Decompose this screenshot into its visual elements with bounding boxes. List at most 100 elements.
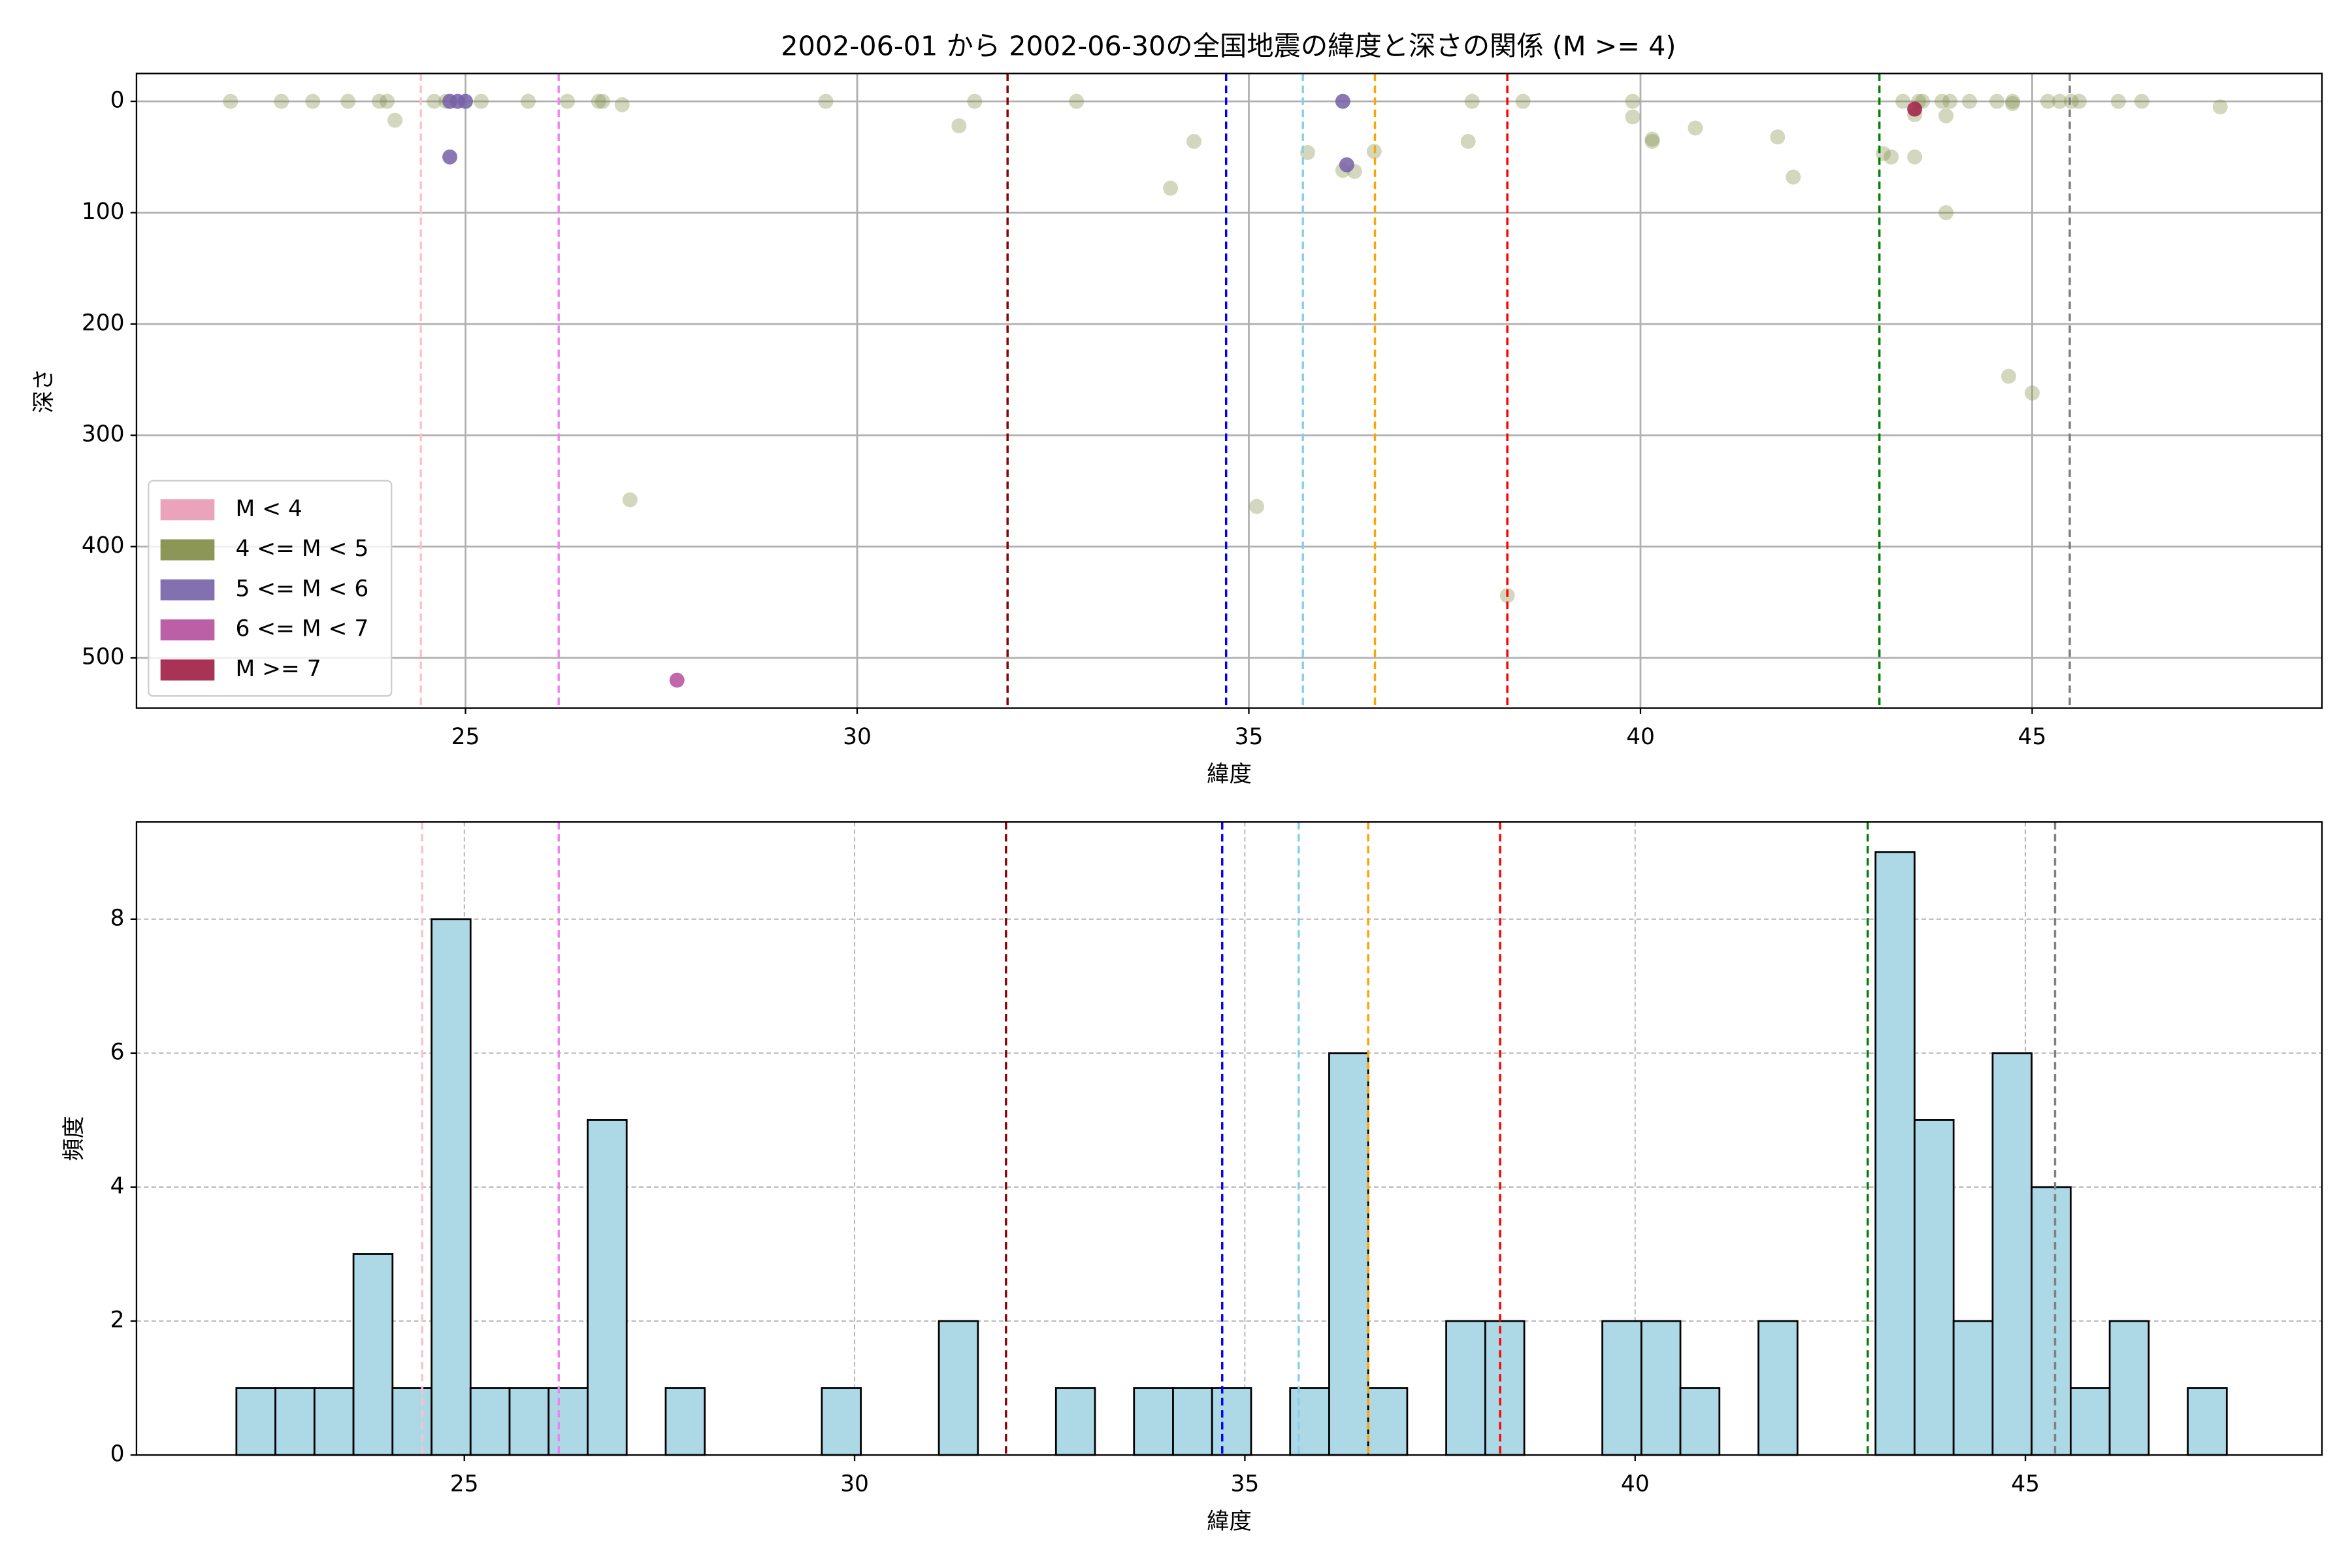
histogram-bar (431, 918, 472, 1456)
data-point (2212, 99, 2228, 115)
histogram-bar (352, 1253, 394, 1456)
histogram-bar (1679, 1387, 1721, 1456)
y-tick-label: 500 (82, 644, 125, 670)
legend-label: M < 4 (235, 496, 302, 522)
legend-frame (148, 480, 393, 697)
histogram-bar (313, 1387, 355, 1456)
x-tick-label: 25 (450, 1471, 479, 1497)
data-point (1249, 498, 1264, 514)
histogram-bar (1914, 1119, 1955, 1456)
y-axis-label: 深さ (31, 368, 57, 414)
y-tick-label: 4 (110, 1173, 125, 1199)
data-point (2040, 93, 2055, 109)
histogram-bar (1757, 1320, 1799, 1456)
histogram-bar (235, 1387, 276, 1456)
x-tick-label: 35 (1235, 724, 1264, 750)
data-point (2063, 93, 2079, 109)
data-point (1644, 131, 1660, 147)
legend-swatch (160, 539, 215, 561)
x-tick-label: 45 (2011, 1471, 2040, 1497)
histogram-bar (2031, 1186, 2072, 1456)
histogram-bar (587, 1119, 628, 1456)
histogram-bar (2187, 1387, 2228, 1456)
histogram-bar (1640, 1320, 1682, 1456)
y-tick-label: 8 (110, 905, 125, 931)
data-point (1907, 149, 1923, 165)
data-point (305, 93, 321, 109)
histogram-bar (1211, 1387, 1252, 1456)
data-point (614, 97, 630, 112)
histogram-bar (1874, 851, 1916, 1456)
x-tick-label: 40 (1621, 1471, 1650, 1497)
histogram-bar (1289, 1387, 1330, 1456)
data-point (1460, 133, 1476, 149)
plot-area: 25 30 35 40 45 0 100 200 300 400 500 緯度 深さ (31, 73, 2323, 787)
x-tick-label: 35 (1230, 1471, 1259, 1497)
data-point (458, 93, 473, 109)
data-point (1942, 93, 1958, 109)
data-point (1464, 93, 1480, 109)
data-point (595, 93, 610, 109)
histogram-bar (664, 1387, 706, 1456)
data-point (1907, 101, 1923, 117)
data-point (223, 93, 238, 109)
data-point (591, 93, 606, 109)
legend-label: M >= 7 (235, 656, 321, 682)
histogram-bar (547, 1387, 589, 1456)
legend-label: 5 <= M < 6 (235, 576, 368, 602)
data-point (669, 672, 685, 688)
histogram-bar (391, 1387, 433, 1456)
histogram-bar (2108, 1320, 2150, 1456)
x-tick-label: 30 (840, 1471, 869, 1497)
histogram-bar (1484, 1320, 1526, 1456)
legend-label: 4 <= M < 5 (235, 536, 368, 562)
data-point (520, 93, 536, 109)
x-axis-label: 緯度 (1207, 1509, 1252, 1535)
data-point (2005, 96, 2020, 111)
histogram-bar (1367, 1387, 1409, 1456)
histogram-bar (1328, 1052, 1369, 1456)
data-point (2005, 93, 2020, 109)
histogram-bar (938, 1320, 979, 1456)
data-point (1339, 157, 1354, 172)
data-point (1895, 93, 1911, 109)
histogram-bar (2070, 1387, 2111, 1456)
y-tick-label: 100 (82, 199, 125, 225)
data-point (559, 93, 575, 109)
y-axis-label: 頻度 (61, 1116, 87, 1161)
histogram-bar (1601, 1320, 1642, 1456)
data-point (474, 93, 489, 109)
data-point (1884, 149, 1899, 165)
data-point (1186, 133, 1202, 149)
data-point (2024, 385, 2040, 400)
data-point (818, 93, 834, 109)
chart-title: 2002-06-01 から 2002-06-30の全国地震の緯度と深さの関係 (… (781, 30, 1676, 61)
data-point (1688, 120, 1703, 136)
histogram-bar (1172, 1387, 1213, 1456)
histogram-bar (1952, 1320, 1994, 1456)
y-tick-label: 300 (82, 421, 125, 448)
histogram-bar (469, 1387, 511, 1456)
data-point (1935, 93, 1950, 109)
legend-swatch (160, 579, 215, 600)
data-point (442, 149, 457, 165)
histogram-bar (274, 1387, 316, 1456)
data-point (1938, 108, 1954, 123)
data-point (2110, 93, 2126, 109)
data-point (2001, 368, 2016, 384)
data-point (1770, 129, 1786, 145)
plot-frame (135, 821, 2323, 1456)
data-point (622, 492, 638, 508)
data-point (387, 112, 403, 128)
histogram-bar (508, 1387, 550, 1456)
legend-label: 6 <= M < 7 (235, 616, 368, 642)
x-axis-label: 緯度 (1207, 761, 1252, 787)
data-point (1625, 93, 1641, 109)
histogram-bar (1133, 1387, 1174, 1456)
x-tick-label: 30 (843, 724, 872, 750)
data-point (1644, 133, 1660, 149)
data-point (1163, 180, 1179, 196)
data-point (1625, 109, 1641, 125)
data-point (1938, 205, 1954, 220)
